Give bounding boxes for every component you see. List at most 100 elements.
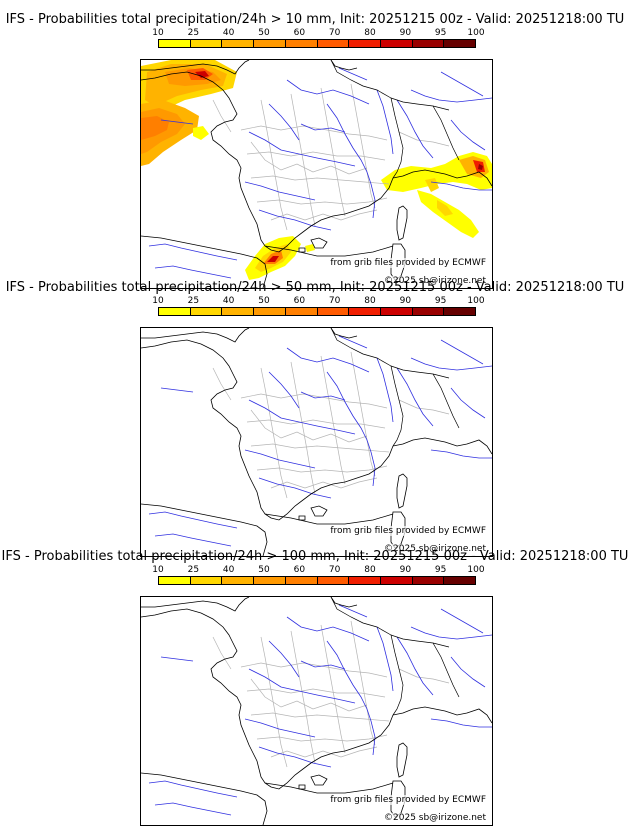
precip-area-brittany <box>141 116 169 140</box>
country-border <box>432 642 460 698</box>
coastline <box>141 597 250 612</box>
legend-color-cell <box>285 40 318 47</box>
river <box>300 391 346 401</box>
legend-tick-label: 40 <box>222 28 235 38</box>
precip-area-ligurian <box>437 200 453 216</box>
river <box>160 656 194 662</box>
legend-color-cell <box>190 308 223 315</box>
precip-area-english-channel <box>195 71 209 78</box>
legend-color-cell <box>254 40 286 47</box>
country-border <box>264 245 394 257</box>
data-source-credit: from grib files provided by ECMWF <box>330 795 486 805</box>
coastline <box>392 437 492 455</box>
river <box>376 626 394 692</box>
island <box>298 784 306 790</box>
legend-tick-label: 95 <box>434 296 447 306</box>
legend-color-cell <box>190 577 223 584</box>
data-source-credit: from grib files provided by ECMWF <box>330 526 486 536</box>
map[interactable]: from grib files provided by ECMWF ©2025 … <box>140 327 493 557</box>
region-boundary <box>250 175 390 185</box>
legend-labels: 10 25 40 50 60 70 80 90 95 100 <box>152 565 484 577</box>
river <box>268 640 300 678</box>
country-border <box>390 97 404 179</box>
legend-tick-label: 40 <box>222 296 235 306</box>
river <box>258 746 332 768</box>
region-boundary <box>250 409 368 443</box>
panel-title: IFS - Probabilities total precipitation/… <box>1 549 629 564</box>
region-boundary <box>250 443 390 453</box>
river <box>160 119 194 125</box>
legend-tick-label: 80 <box>364 565 376 575</box>
legend-labels: 10 25 40 50 60 70 80 90 95 100 <box>152 28 484 40</box>
island <box>310 237 328 249</box>
color-legend: 10 25 40 50 60 70 80 90 95 100 <box>152 28 485 52</box>
river <box>326 640 376 756</box>
legend-color-cell <box>159 577 191 584</box>
region-boundary <box>290 630 316 764</box>
river <box>248 131 356 167</box>
map[interactable]: from grib files provided by ECMWF ©2025 … <box>140 59 493 289</box>
river <box>244 181 316 201</box>
legend-color-cell <box>317 40 350 47</box>
legend-tick-label: 25 <box>187 28 200 38</box>
river <box>338 67 368 81</box>
region-boundary <box>260 99 288 231</box>
region-boundary <box>260 636 288 768</box>
country-border <box>264 513 394 525</box>
region-boundary <box>290 361 316 495</box>
precip-area-north-italy <box>478 164 483 170</box>
color-legend: 10 25 40 50 60 70 80 90 95 100 <box>152 565 485 589</box>
coastline <box>141 339 394 521</box>
river <box>160 387 194 393</box>
river <box>268 103 300 141</box>
river <box>300 123 346 133</box>
river <box>300 660 346 670</box>
country-border <box>330 597 392 636</box>
region-boundary <box>260 367 288 499</box>
legend-color-cell <box>412 40 445 47</box>
country-border <box>432 373 460 429</box>
country-border <box>330 60 392 99</box>
region-boundary <box>246 151 386 161</box>
region-boundary <box>398 131 450 147</box>
country-border <box>330 328 392 367</box>
river <box>338 335 368 349</box>
precip-area-ligurian <box>425 178 439 192</box>
legend-color-cell <box>222 308 255 315</box>
river <box>410 357 492 371</box>
panel-50mm: IFS - Probabilities total precipitation/… <box>0 280 630 557</box>
country-border <box>432 105 460 161</box>
river <box>440 339 484 365</box>
region-boundary <box>350 83 376 209</box>
coastline <box>141 328 250 343</box>
region-boundary <box>250 712 390 722</box>
region-boundary <box>290 93 316 227</box>
region-boundary <box>270 746 378 758</box>
legend-color-cell <box>349 577 381 584</box>
coastline <box>392 706 492 724</box>
region-boundary <box>246 688 386 698</box>
river <box>396 99 434 159</box>
region-boundary <box>350 351 376 477</box>
legend-tick-label: 10 <box>152 28 164 38</box>
legend-tick-label: 100 <box>467 296 485 306</box>
legend-tick-label: 70 <box>328 28 341 38</box>
legend-color-cell <box>444 40 476 47</box>
map-svg <box>141 60 492 288</box>
precip-area-gulf-of-lion <box>267 256 279 262</box>
river <box>430 449 492 459</box>
river <box>326 371 376 487</box>
legend-tick-label: 80 <box>364 296 376 306</box>
river <box>286 79 370 105</box>
map[interactable]: from grib files provided by ECMWF ©2025 … <box>140 596 493 826</box>
river <box>286 347 370 373</box>
region-boundary <box>212 636 232 670</box>
precip-area-gulf-of-lion <box>305 244 315 252</box>
legend-color-cell <box>222 577 255 584</box>
river <box>450 656 486 688</box>
legend-color-cell <box>285 577 318 584</box>
map-svg <box>141 597 492 825</box>
island <box>396 742 408 778</box>
legend-tick-label: 50 <box>258 296 270 306</box>
island <box>298 515 306 521</box>
